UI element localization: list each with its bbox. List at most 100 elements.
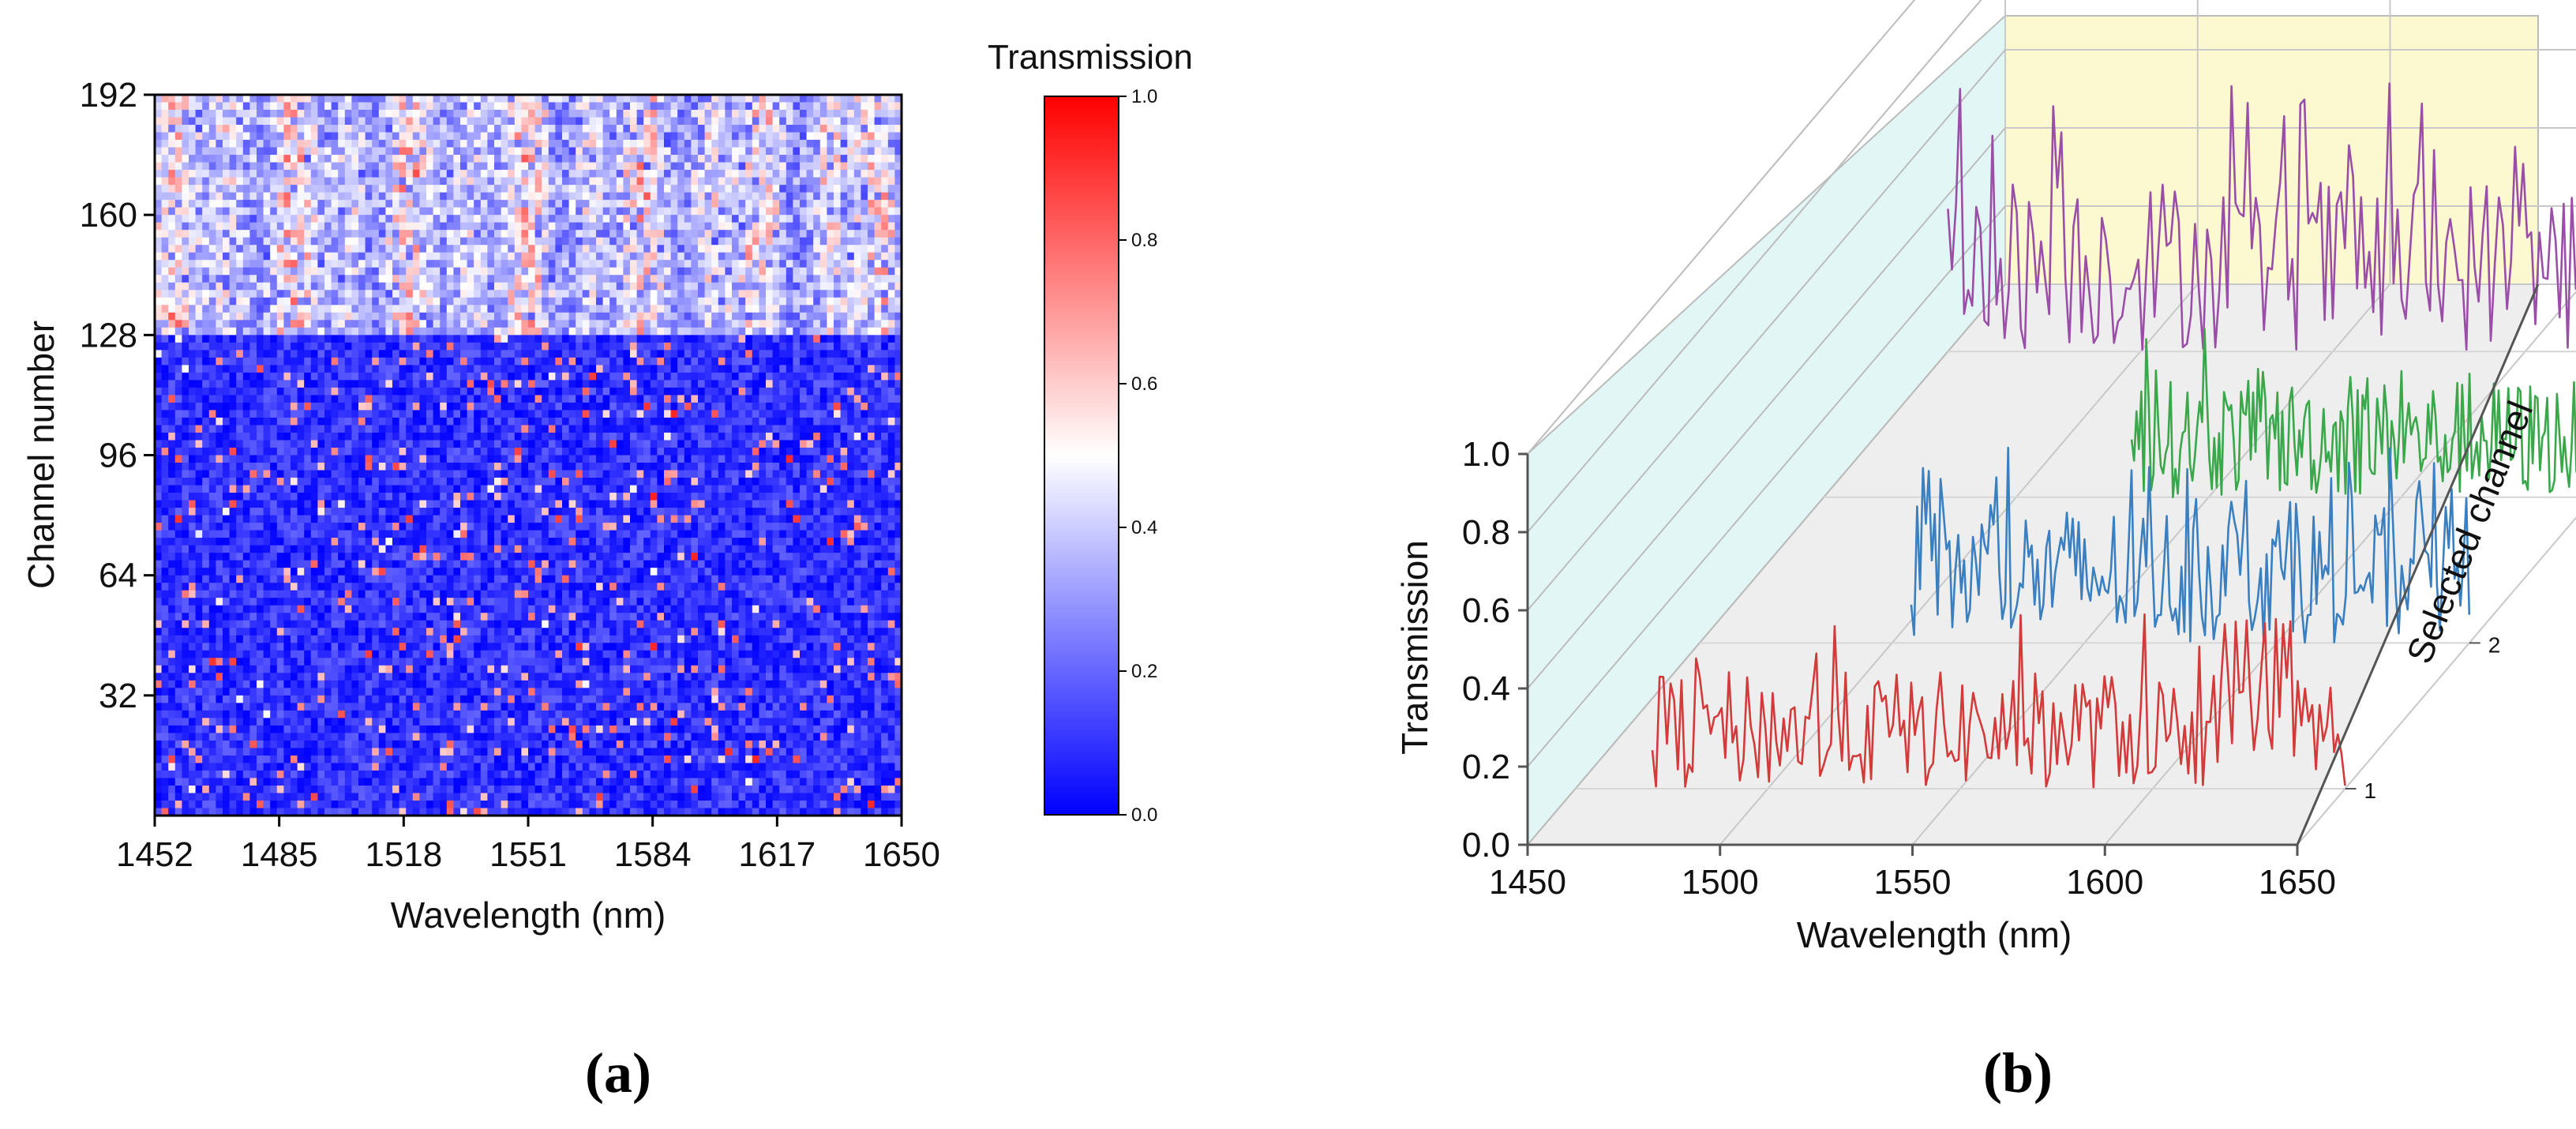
heatmap-cell — [542, 342, 549, 351]
heatmap-cell — [881, 350, 889, 358]
heatmap-cell — [508, 102, 516, 111]
heatmap-cell — [392, 117, 400, 126]
heatmap-cell — [474, 230, 482, 238]
heatmap-cell — [182, 425, 189, 433]
heatmap-cell — [440, 357, 448, 366]
heatmap-cell — [412, 245, 420, 253]
heatmap-cell — [623, 177, 631, 186]
heatmap-cell — [677, 410, 685, 418]
heatmap-cell — [786, 245, 793, 253]
heatmap-cell — [847, 350, 855, 358]
heatmap-cell — [806, 222, 814, 231]
heatmap-cell — [324, 147, 332, 156]
heatmap-cell — [174, 110, 182, 118]
heatmap-cell — [881, 365, 889, 373]
heatmap-cell — [853, 102, 861, 111]
heatmap-cell — [636, 312, 644, 321]
heatmap-cell — [419, 132, 427, 141]
heatmap-cell — [460, 215, 468, 223]
heatmap-cell — [242, 402, 250, 411]
heatmap-cell — [759, 402, 767, 411]
heatmap-cell — [229, 110, 237, 118]
heatmap-cell — [229, 387, 237, 396]
heatmap-cell — [677, 282, 685, 291]
heatmap-cell — [894, 215, 902, 223]
heatmap-cells — [155, 95, 902, 816]
heatmap-cell — [351, 132, 359, 141]
heatmap-cell — [372, 387, 380, 396]
heatmap-cell — [562, 267, 570, 276]
heatmap-cell — [800, 425, 808, 433]
heatmap-cell — [786, 170, 793, 178]
heatmap-cell — [853, 162, 861, 171]
heatmap-cell — [542, 312, 549, 321]
heatmap-cell — [202, 117, 210, 126]
heatmap-cell — [358, 245, 366, 253]
heatmap-cell — [853, 125, 861, 133]
heatmap-cell — [236, 155, 244, 163]
heatmap-cell — [161, 147, 169, 156]
heatmap-cell — [887, 357, 895, 366]
heatmap-cell — [868, 237, 876, 246]
heatmap-cell — [324, 222, 332, 231]
heatmap-cell — [677, 155, 685, 163]
heatmap-cell — [630, 305, 638, 313]
heatmap-cell — [813, 162, 821, 171]
heatmap-cell — [263, 162, 271, 171]
heatmap-cell — [338, 185, 346, 193]
heatmap-cell — [698, 200, 706, 208]
heatmap-cell — [887, 260, 895, 268]
heatmap-cell — [310, 215, 318, 223]
heatmap-cell — [453, 350, 461, 358]
heatmap-cell — [331, 185, 339, 193]
heatmap-cell — [310, 290, 318, 298]
heatmap-cell — [887, 102, 895, 111]
heatmap-cell — [534, 395, 542, 403]
heatmap-cell — [840, 170, 848, 178]
heatmap-cell — [155, 425, 163, 433]
heatmap-cell — [480, 425, 488, 433]
heatmap-cell — [868, 260, 876, 268]
heatmap-cell — [297, 132, 305, 141]
heatmap-cell — [338, 207, 346, 216]
heatmap-cell — [623, 425, 631, 433]
heatmap-cell — [426, 342, 434, 351]
heatmap-cell — [827, 155, 834, 163]
heatmap-cell — [229, 380, 237, 388]
heatmap-cell — [698, 335, 706, 343]
heatmap-cell — [460, 147, 468, 156]
heatmap-cell — [351, 402, 359, 411]
heatmap-cell — [616, 215, 624, 223]
heatmap-cell — [718, 95, 726, 103]
heatmap-cell — [576, 102, 583, 111]
heatmap-cell — [616, 372, 624, 381]
heatmap-cell — [440, 350, 448, 358]
heatmap-cell — [324, 357, 332, 366]
heatmap-cell — [249, 132, 257, 141]
heatmap-cell — [691, 342, 699, 351]
heatmap-cell — [759, 425, 767, 433]
heatmap-cell — [508, 215, 516, 223]
heatmap-cell — [752, 402, 759, 411]
heatmap-cell — [772, 395, 780, 403]
heatmap-cell — [310, 410, 318, 418]
heatmap-cell — [542, 230, 549, 238]
heatmap-cell — [772, 267, 780, 276]
heatmap-cell — [793, 417, 801, 426]
heatmap-cell — [453, 252, 461, 261]
heatmap-cell — [868, 125, 876, 133]
heatmap-cell — [467, 380, 474, 388]
heatmap-cell — [174, 237, 182, 246]
heatmap-cell — [738, 380, 746, 388]
heatmap-cell — [861, 117, 868, 126]
heatmap-cell — [385, 125, 393, 133]
heatmap-cell — [819, 207, 827, 216]
heatmap-cell — [894, 260, 902, 268]
heatmap-cell — [861, 252, 868, 261]
heatmap-cell — [813, 290, 821, 298]
heatmap-cell — [344, 185, 352, 193]
heatmap-cell — [834, 125, 842, 133]
heatmap-cell — [399, 117, 407, 126]
heatmap-cell — [257, 260, 264, 268]
heatmap-cell — [283, 170, 291, 178]
